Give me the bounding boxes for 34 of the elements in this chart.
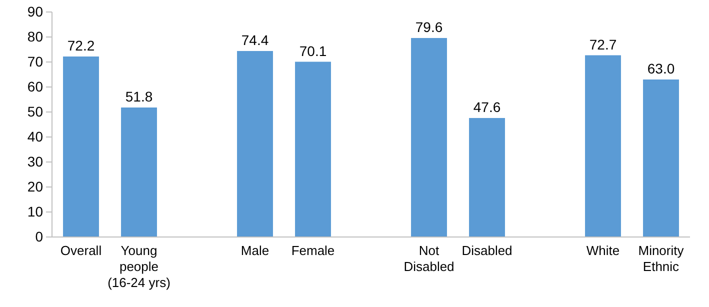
x-tick-label: Minority Ethnic	[638, 243, 684, 274]
data-label: 51.8	[125, 88, 153, 104]
data-label: 72.2	[67, 38, 95, 54]
x-tick-label: Overall	[60, 243, 102, 258]
bar	[295, 62, 331, 237]
bar	[63, 56, 99, 237]
y-tick-label: 80	[27, 28, 44, 44]
y-tick-label: 50	[27, 103, 44, 120]
x-tick-label: White	[586, 243, 620, 258]
data-label: 70.1	[299, 42, 327, 59]
data-label: 79.6	[415, 19, 443, 35]
bar	[237, 51, 273, 237]
bar	[411, 38, 447, 237]
x-tick-label: Male	[240, 243, 270, 258]
y-tick-label: 70	[27, 53, 44, 70]
data-label: 72.7	[589, 36, 617, 52]
y-tick-label: 10	[27, 203, 44, 220]
y-tick-label: 0	[35, 228, 44, 244]
x-tick-label: Not Disabled	[404, 243, 454, 274]
x-tick-label: Female	[291, 243, 335, 258]
y-tick-label: 60	[27, 78, 44, 94]
y-tick-label: 20	[27, 178, 44, 194]
bar	[121, 108, 157, 237]
x-tick-label: Young people (16-24 yrs)	[108, 243, 170, 290]
y-tick-label: 30	[27, 153, 44, 170]
x-tick-label: Disabled	[462, 243, 512, 258]
y-tick-label: 40	[27, 128, 44, 144]
y-tick-label: 90	[27, 3, 44, 20]
data-label: 63.0	[647, 60, 675, 76]
data-label: 74.4	[241, 32, 269, 48]
bar	[585, 55, 621, 237]
bar	[469, 118, 505, 237]
bar	[643, 80, 679, 237]
data-label: 47.6	[473, 99, 501, 115]
